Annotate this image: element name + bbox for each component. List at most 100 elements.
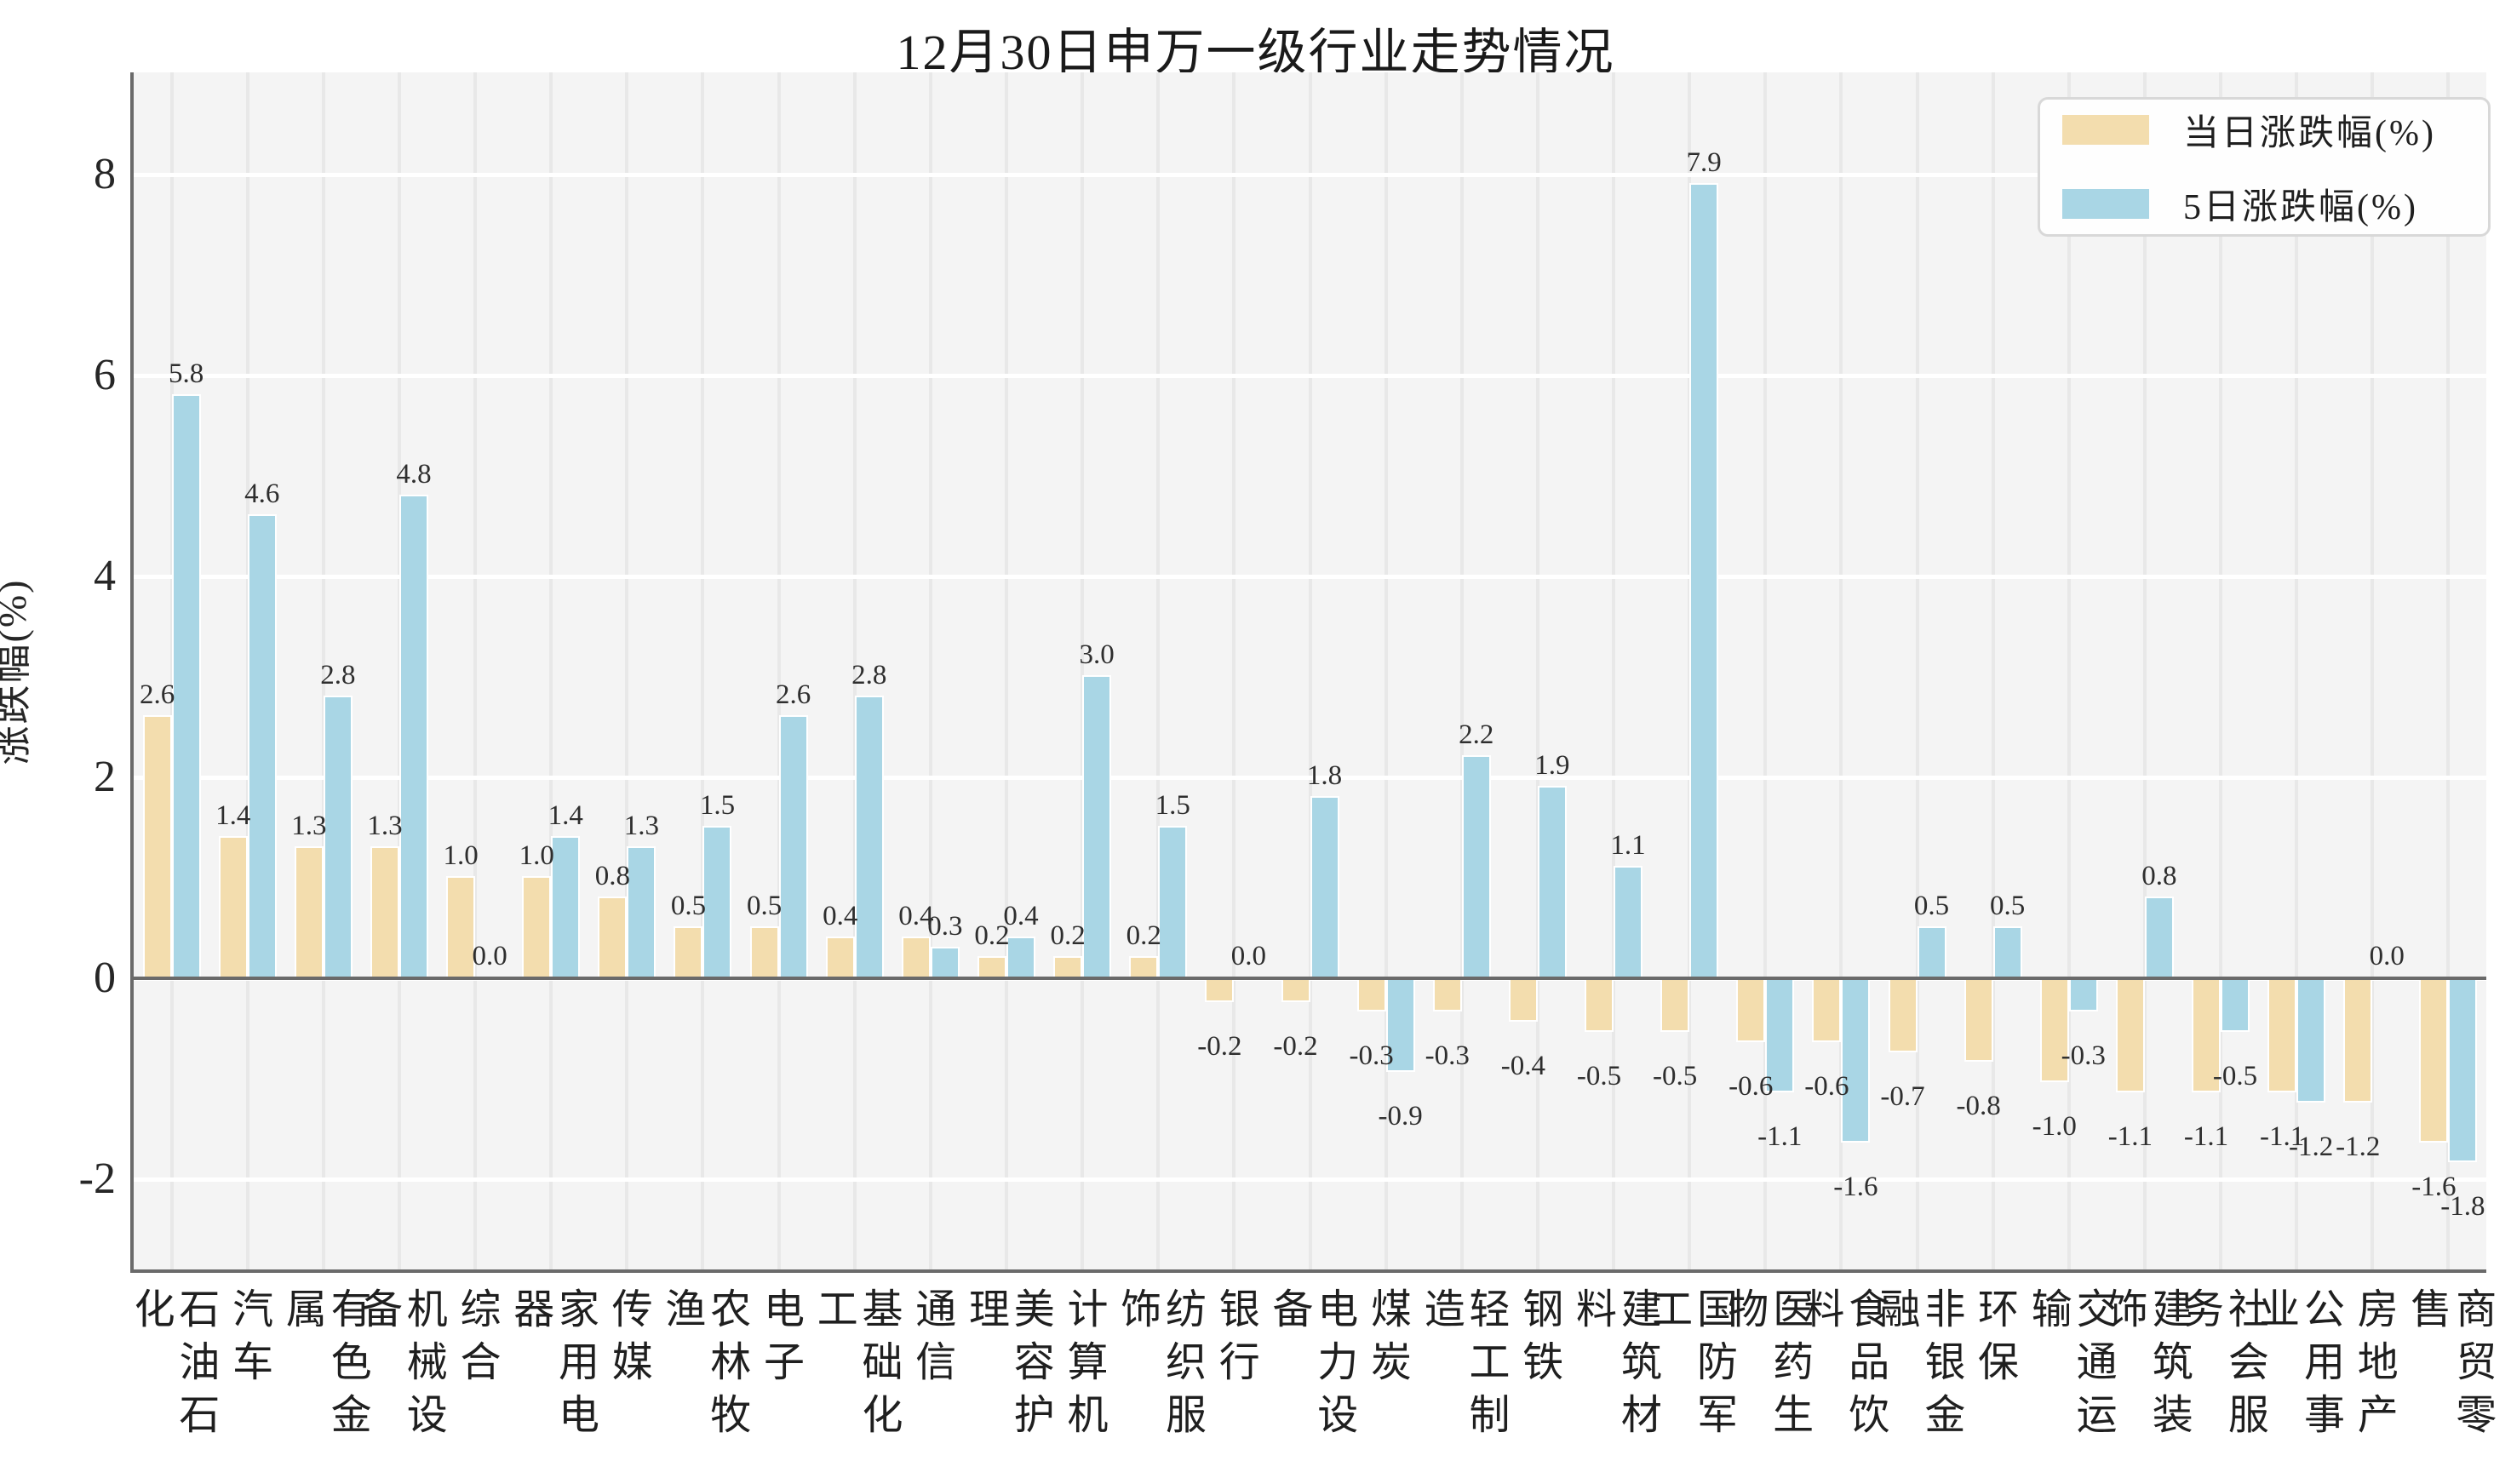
bar-value-label: -1.6 [2411,1171,2457,1202]
x-tick-label-煤炭: 煤炭 [1364,1287,1410,1393]
zero-baseline [134,977,2486,980]
daily-change-bar-建筑装饰 [2115,978,2145,1092]
x-tick-label-钢铁: 钢铁 [1516,1287,1562,1393]
y-tick-label: -2 [78,1155,116,1203]
vertical-gridline [701,72,705,1271]
vertical-gridline [625,72,629,1271]
x-tick-label-银行: 银行 [1212,1287,1258,1393]
x-tick-label-食品饮料: 食品饮料 [1797,1287,1888,1446]
vertical-gridline [1232,72,1236,1271]
daily-change-bar-纺织服饰 [1129,956,1159,980]
five-day-change-bar-纺织服饰 [1158,826,1188,980]
y-axis-spine [130,72,134,1271]
x-tick-label-基础化工: 基础化工 [810,1287,901,1446]
vertical-gridline [2295,72,2299,1271]
five-day-change-bar-国防军工 [1689,182,1719,980]
bar-value-label: 0.8 [594,860,630,891]
bar-value-label: -1.8 [2440,1191,2485,1223]
legend-label-5day: 5日涨跌幅(%) [2183,188,2418,227]
daily-change-bar-农林牧渔 [674,926,703,980]
x-tick-label-传媒: 传媒 [605,1287,651,1393]
vertical-gridline [928,72,932,1271]
x-tick-label-通信: 通信 [909,1287,955,1393]
bar-value-label: 0.4 [823,900,858,931]
legend: 当日涨跌幅(%) 5日涨跌幅(%) [2038,97,2491,237]
vertical-gridline [2142,72,2147,1271]
five-day-change-bar-基础化工 [854,695,884,980]
x-tick-label-房地产: 房地产 [2350,1287,2396,1446]
five-day-change-bar-煤炭 [1385,978,1415,1073]
x-tick-label-石油石化: 石油石化 [127,1287,218,1446]
x-tick-label-商贸零售: 商贸零售 [2404,1287,2495,1446]
daily-change-bar-钢铁 [1508,978,1538,1023]
horizontal-gridline [134,374,2486,378]
bar-value-label: -0.5 [1653,1061,1698,1092]
bar-value-label: -0.3 [1349,1040,1394,1072]
vertical-gridline [852,72,857,1271]
daily-change-bar-非银金融 [1888,978,1918,1052]
bar-value-label: 1.1 [1610,830,1646,862]
bar-value-label: 0.0 [1230,941,1266,971]
daily-change-bar-基础化工 [825,936,855,980]
x-tick-label-汽车: 汽车 [226,1287,272,1393]
five-day-change-bar-交通运输 [2068,978,2098,1012]
bar-value-label: 4.6 [244,478,280,510]
x-tick-label-环保: 环保 [1971,1287,2017,1393]
daily-change-bar-银行 [1205,978,1235,1002]
five-day-change-bar-机械设备 [398,494,428,980]
five-day-change-bar-农林牧渔 [702,826,732,980]
five-day-change-bar-非银金融 [1917,926,1946,980]
bar-value-label: 2.6 [775,679,811,711]
bar-value-label: -1.2 [2289,1131,2334,1162]
five-day-change-bar-石油石化 [171,393,201,980]
vertical-gridline [1763,72,1768,1271]
x-axis-spine [130,1269,2486,1273]
bar-value-label: 1.4 [215,799,251,831]
daily-change-bar-商贸零售 [2419,978,2449,1143]
vertical-gridline [473,72,478,1271]
vertical-gridline [1384,72,1388,1271]
x-tick-label-农林牧渔: 农林牧渔 [658,1287,749,1446]
bar-value-label: 1.9 [1534,749,1570,781]
vertical-gridline [2219,72,2223,1271]
bar-value-label: -0.9 [1378,1101,1423,1132]
x-tick-label-有色金属: 有色金属 [278,1287,370,1446]
vertical-gridline [2067,72,2071,1271]
five-day-change-bar-有色金属 [323,695,353,980]
bar-value-label: 0.5 [746,891,783,921]
daily-change-bar-石油石化 [142,715,172,980]
vertical-gridline [549,72,553,1271]
bar-value-label: 5.8 [168,358,204,389]
bar-value-label: 0.5 [1990,891,2026,921]
x-tick-label-机械设备: 机械设备 [354,1287,445,1446]
bar-value-label: -0.2 [1197,1030,1242,1062]
daily-change-bar-建筑材料 [1585,978,1614,1032]
vertical-gridline [1459,72,1464,1271]
bar-value-label: 2.2 [1459,719,1494,751]
bar-value-label: 0.5 [670,891,707,921]
daily-change-bar-食品饮料 [1812,978,1842,1042]
bar-value-label: 1.3 [623,810,659,841]
five-day-change-bar-食品饮料 [1841,978,1871,1143]
vertical-gridline [1004,72,1008,1271]
x-tick-label-电力设备: 电力设备 [1265,1287,1356,1446]
daily-change-bar-社会服务 [2192,978,2221,1092]
legend-swatch-5day [2062,189,2149,219]
bar-value-label: 0.4 [1003,900,1039,931]
vertical-gridline [321,72,325,1271]
y-tick-label: 0 [94,954,116,1002]
five-day-change-bar-社会服务 [2221,978,2250,1032]
horizontal-gridline [134,1177,2486,1182]
daily-change-bar-房地产 [2343,978,2373,1103]
bar-value-label: 0.0 [472,941,507,971]
vertical-gridline [1991,72,1995,1271]
daily-change-bar-汽车 [218,835,248,980]
bar-value-label: 1.3 [367,810,403,841]
bar-value-label: 1.4 [547,799,583,831]
daily-change-bar-国防军工 [1660,978,1690,1032]
bar-value-label: 2.8 [320,659,356,690]
five-day-change-bar-建筑装饰 [2144,896,2174,980]
bar-value-label: 2.8 [851,659,887,690]
five-day-change-bar-电子 [778,715,808,980]
daily-change-bar-电子 [749,926,779,980]
